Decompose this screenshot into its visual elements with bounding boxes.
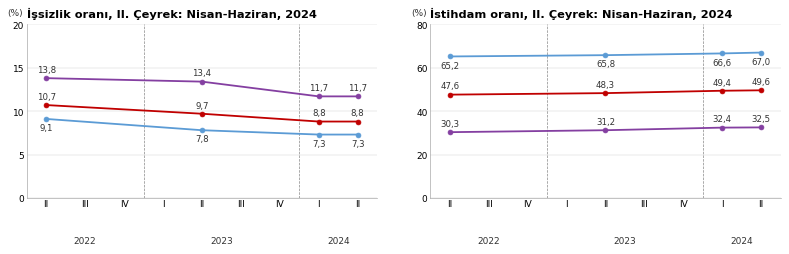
Text: 2023: 2023 [614, 236, 636, 245]
Text: 31,2: 31,2 [596, 118, 615, 126]
Text: 2024: 2024 [327, 236, 350, 245]
Text: 7,3: 7,3 [351, 139, 365, 148]
Text: 66,6: 66,6 [712, 58, 732, 67]
Text: 2023: 2023 [210, 236, 233, 245]
Text: 2024: 2024 [731, 236, 753, 245]
Text: (%): (%) [411, 9, 427, 18]
Text: 47,6: 47,6 [440, 82, 459, 91]
Text: 49,4: 49,4 [712, 78, 731, 87]
Text: 49,6: 49,6 [752, 78, 771, 87]
Text: 7,8: 7,8 [195, 135, 209, 144]
Text: 8,8: 8,8 [312, 109, 326, 118]
Text: 2022: 2022 [74, 236, 96, 245]
Text: 11,7: 11,7 [309, 84, 328, 93]
Text: 67,0: 67,0 [752, 57, 771, 67]
Text: İstihdam oranı, II. Çeyrek: Nisan-Haziran, 2024: İstihdam oranı, II. Çeyrek: Nisan-Hazira… [430, 8, 733, 20]
Text: 32,5: 32,5 [752, 115, 771, 124]
Text: 9,1: 9,1 [39, 124, 53, 133]
Text: 8,8: 8,8 [351, 109, 365, 118]
Text: 65,8: 65,8 [596, 60, 615, 69]
Text: 11,7: 11,7 [348, 84, 367, 93]
Text: 65,2: 65,2 [440, 61, 459, 70]
Text: 10,7: 10,7 [36, 92, 56, 102]
Text: 48,3: 48,3 [596, 81, 615, 90]
Text: 2022: 2022 [477, 236, 500, 245]
Text: 7,3: 7,3 [312, 139, 326, 148]
Text: 13,8: 13,8 [36, 66, 56, 75]
Text: 32,4: 32,4 [712, 115, 732, 124]
Text: İşsizlik oranı, II. Çeyrek: Nisan-Haziran, 2024: İşsizlik oranı, II. Çeyrek: Nisan-Hazira… [27, 8, 316, 20]
Text: 13,4: 13,4 [193, 69, 211, 78]
Text: (%): (%) [8, 9, 23, 18]
Text: 9,7: 9,7 [195, 101, 208, 110]
Text: 30,3: 30,3 [440, 120, 459, 129]
